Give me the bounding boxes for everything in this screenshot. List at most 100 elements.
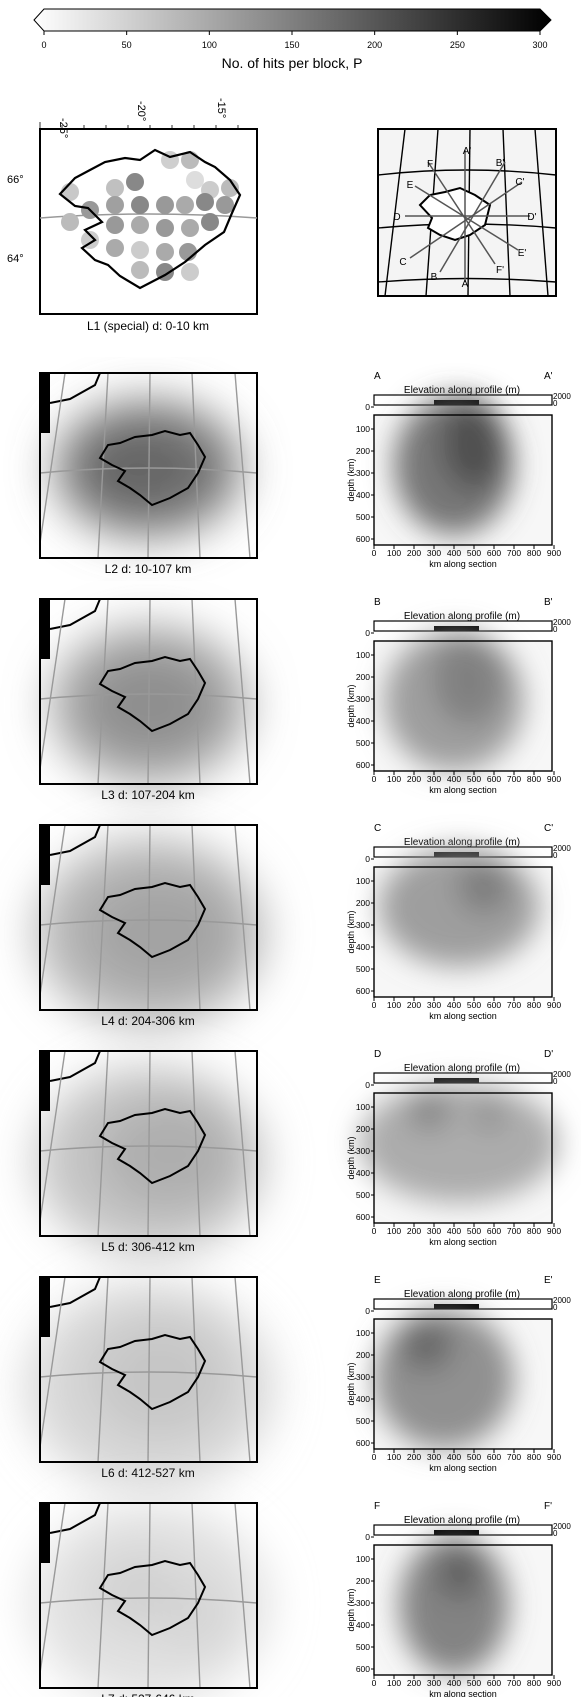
layer-caption: L4 d: 204-306 km: [101, 1014, 194, 1028]
x-tick-label: 700: [507, 1678, 521, 1688]
colorbar-tick-label: 150: [284, 40, 299, 50]
profile-label: B': [496, 158, 505, 169]
hit-dot: [176, 196, 194, 214]
profile-label: A: [462, 279, 469, 290]
y-tick-label: 500: [356, 1642, 370, 1652]
profile-label: F: [427, 159, 433, 170]
x-tick-label: 300: [427, 1678, 441, 1688]
depth-section-2: B B'Elevation along profile (m)2000001002…: [346, 597, 571, 795]
section-start-label: B: [374, 597, 381, 608]
elev-tick-bottom: 0: [553, 1529, 558, 1538]
x-tick-label: 100: [387, 1452, 401, 1462]
x-tick-label: 900: [547, 774, 561, 784]
elev-title: Elevation along profile (m): [404, 1515, 520, 1526]
x-tick-label: 600: [487, 1226, 501, 1236]
section-end-label: F': [544, 1501, 552, 1512]
x-tick-label: 500: [467, 1226, 481, 1236]
x-tick-label: 0: [372, 1226, 377, 1236]
y-tick-label: 200: [356, 1576, 370, 1586]
depth-section-1: A A'Elevation along profile (m)2000001002…: [346, 371, 571, 569]
y-tick-label: 300: [356, 1598, 370, 1608]
elev-tick-top: 2000: [553, 618, 571, 627]
x-tick-label: 800: [527, 548, 541, 558]
profile-line: [427, 161, 496, 265]
section-ylabel: depth (km): [346, 458, 356, 501]
hit-dot: [181, 219, 199, 237]
lat-label-64: 64°: [7, 253, 24, 265]
elev-tick-bottom: 0: [553, 851, 558, 860]
y-tick-label: 100: [356, 876, 370, 886]
colorbar-tick-label: 100: [202, 40, 217, 50]
elevation-profile: [434, 1304, 479, 1309]
iceland-coastline: [58, 148, 242, 290]
x-tick-label: 500: [467, 774, 481, 784]
section-xlabel: km along section: [429, 785, 497, 795]
iceland-coastline: [98, 655, 207, 733]
y-tick-label: 200: [356, 1350, 370, 1360]
section-start-label: A: [374, 371, 381, 382]
hit-dot: [131, 196, 149, 214]
y-tick-label: 600: [356, 1212, 370, 1222]
x-tick-label: 600: [487, 1000, 501, 1010]
section-end-label: D': [544, 1049, 553, 1060]
x-tick-label: 700: [507, 548, 521, 558]
y-tick-label: 400: [356, 942, 370, 952]
section-start-label: C: [374, 823, 381, 834]
y-tick-label: 100: [356, 650, 370, 660]
elev-title: Elevation along profile (m): [404, 611, 520, 622]
x-tick-label: 200: [407, 548, 421, 558]
profile-location-map: A A' B B' C C' D D' E E' F F': [377, 128, 557, 297]
x-tick-label: 600: [487, 548, 501, 558]
x-tick-label: 900: [547, 1452, 561, 1462]
y-tick-label: 400: [356, 1394, 370, 1404]
x-tick-label: 800: [527, 1226, 541, 1236]
hit-dot: [81, 231, 99, 249]
x-tick-label: 900: [547, 1226, 561, 1236]
profile-label: B: [431, 272, 438, 283]
y-tick-label: 600: [356, 1438, 370, 1448]
y-tick-label: 300: [356, 468, 370, 478]
hit-dot: [131, 261, 149, 279]
iceland-coastline: [98, 881, 207, 959]
profile-label: E: [407, 180, 414, 191]
elev-tick-bottom: 0: [553, 625, 558, 634]
x-tick-label: 500: [467, 1000, 481, 1010]
hit-dot: [181, 263, 199, 281]
depth-section-6: F F'Elevation along profile (m)2000001002…: [346, 1501, 571, 1697]
x-tick-label: 700: [507, 1226, 521, 1236]
colorbar-tick-label: 0: [41, 40, 46, 50]
y-tick-label: 500: [356, 512, 370, 522]
x-tick-label: 0: [372, 548, 377, 558]
x-tick-label: 700: [507, 1000, 521, 1010]
profile-label: D: [393, 212, 400, 223]
x-tick-label: 600: [487, 1452, 501, 1462]
colorbar-tick-label: 300: [532, 40, 547, 50]
colorbar: 0 50 100 150 200 250 300 No. of hits per block…: [33, 8, 552, 71]
profile-label: C': [515, 177, 524, 188]
x-tick-label: 0: [372, 1452, 377, 1462]
x-tick-label: 100: [387, 548, 401, 558]
y-tick-label: 200: [356, 1124, 370, 1134]
x-tick-label: 100: [387, 1226, 401, 1236]
colorbar-title: No. of hits per block, P: [222, 55, 363, 71]
hit-dot: [156, 219, 174, 237]
y-tick-label: 500: [356, 738, 370, 748]
hit-dot: [221, 179, 239, 197]
x-tick-label: 900: [547, 1678, 561, 1688]
x-tick-label: 600: [487, 1678, 501, 1688]
elev-title: Elevation along profile (m): [404, 385, 520, 396]
y-tick-label: 600: [356, 760, 370, 770]
hit-dot: [106, 196, 124, 214]
x-tick-label: 400: [447, 774, 461, 784]
section-ylabel: depth (km): [346, 684, 356, 727]
x-tick-label: 300: [427, 548, 441, 558]
x-tick-label: 500: [467, 548, 481, 558]
hit-dot: [61, 213, 79, 231]
layer-map-6: L6 d: 412-527 km: [25, 1276, 275, 1492]
section-start-label: F: [374, 1501, 380, 1512]
elevation-profile: [434, 1530, 479, 1535]
y-tick-label: 300: [356, 694, 370, 704]
section-end-label: A': [544, 371, 553, 382]
layer-caption: L3 d: 107-204 km: [101, 788, 194, 802]
y-tick-label: 400: [356, 1620, 370, 1630]
